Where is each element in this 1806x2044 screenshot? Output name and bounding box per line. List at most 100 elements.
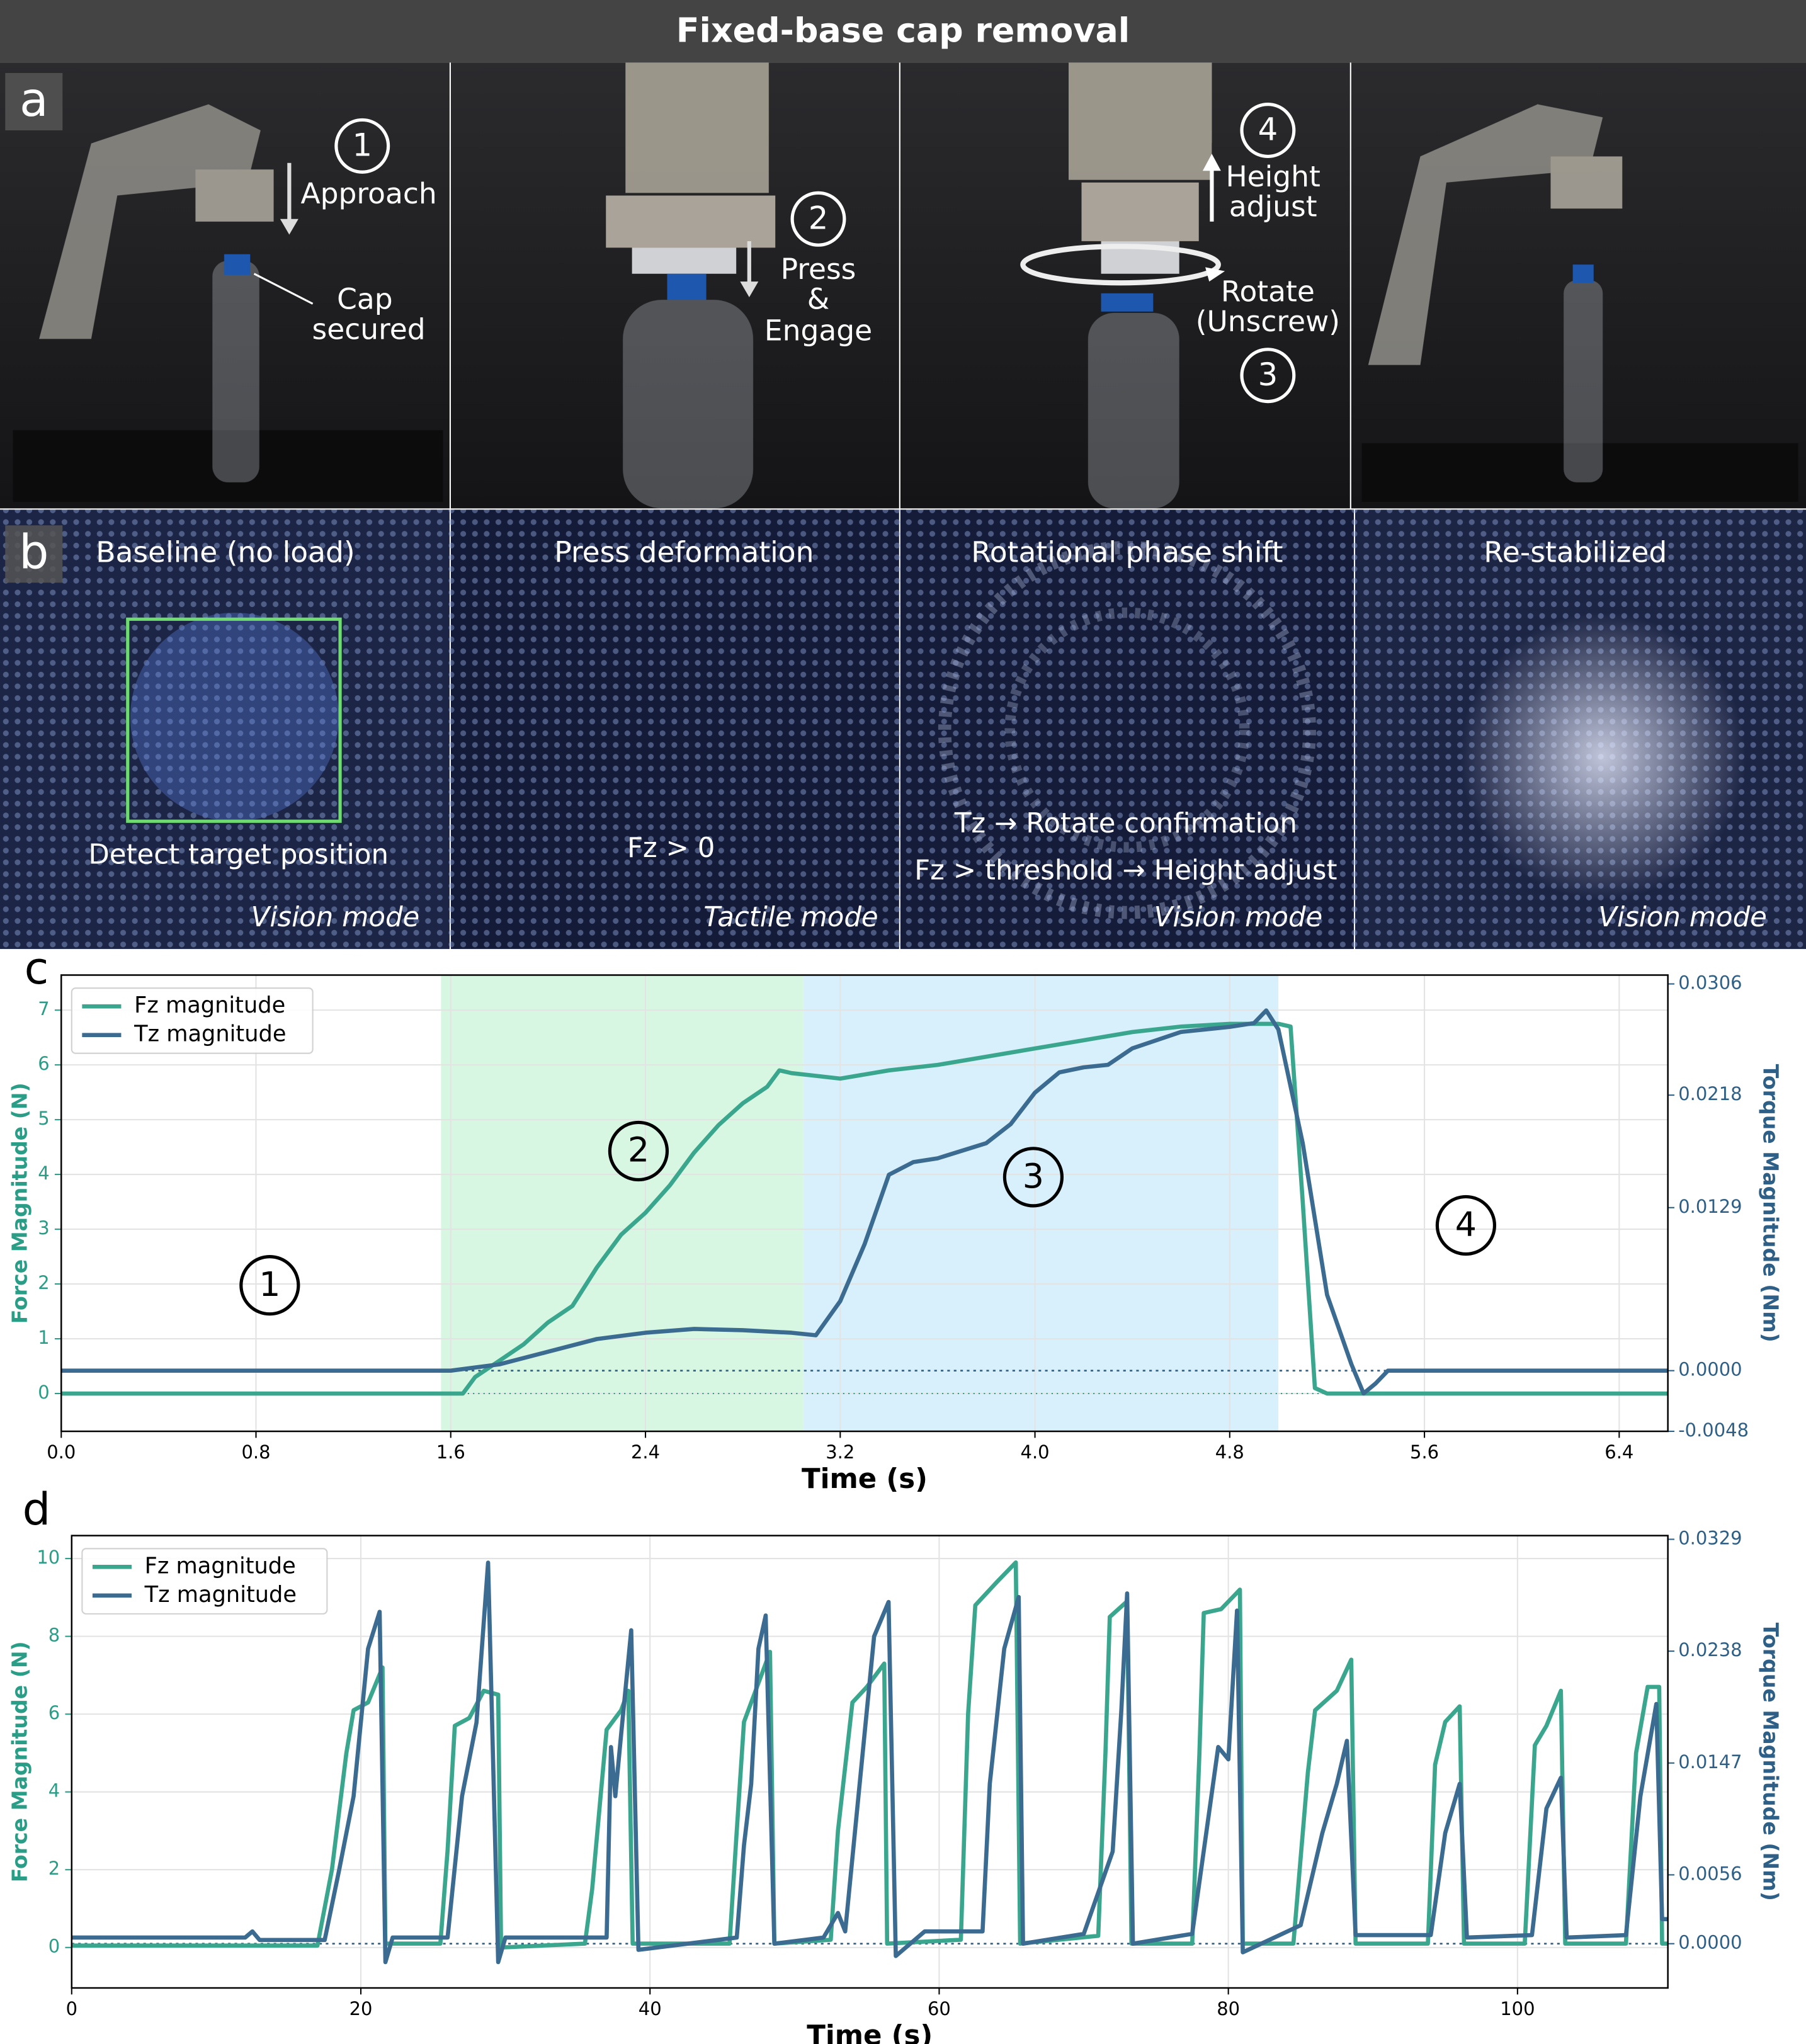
plot-frame bbox=[71, 1535, 1669, 1989]
annotation: 3 bbox=[1023, 1156, 1044, 1196]
legend-box bbox=[81, 1548, 328, 1615]
arrow-head bbox=[1205, 267, 1225, 282]
annotation-circle bbox=[239, 1255, 300, 1316]
y-tick-label: 10 bbox=[37, 1547, 60, 1568]
legend-box bbox=[71, 987, 314, 1054]
mode-label: Tactile mode bbox=[703, 902, 878, 933]
step-number: 2 bbox=[809, 200, 829, 236]
caption: adjust bbox=[1229, 190, 1317, 224]
caption: & bbox=[807, 283, 829, 316]
charts: c 0.0 0.8 1.6 2.4 3.2 4.0 4.8 5.6 6.4 0 1 2 3 4 5 6 7 -0.0… bbox=[8, 943, 1783, 2044]
y-tick-label: 7 bbox=[38, 998, 49, 1019]
data-line bbox=[71, 1560, 1668, 1965]
caption: secured bbox=[312, 312, 426, 346]
step-circle bbox=[1240, 348, 1296, 404]
mode-label: Vision mode bbox=[251, 902, 420, 933]
tile-note: Detect target position bbox=[88, 839, 389, 871]
x-tick-label: 60 bbox=[928, 1998, 951, 2019]
panel-label: d bbox=[23, 1484, 51, 1535]
arrow-head bbox=[280, 219, 298, 235]
phase-span bbox=[441, 975, 804, 1432]
annotation-circle bbox=[1435, 1195, 1497, 1256]
y-tick-label: 4 bbox=[48, 1780, 60, 1802]
annotation-circle bbox=[608, 1120, 669, 1182]
y-tick-label: 3 bbox=[38, 1217, 49, 1239]
y-tick-label: 2 bbox=[48, 1858, 60, 1879]
target-box bbox=[126, 617, 342, 823]
y2-tick-label: 0.0238 bbox=[1678, 1639, 1742, 1661]
x-tick-label: 4.8 bbox=[1215, 1441, 1244, 1463]
x-tick-label: 0.8 bbox=[241, 1441, 270, 1463]
tile-title: Baseline (no load) bbox=[96, 535, 355, 569]
y2-tick-label: 0.0000 bbox=[1678, 1932, 1742, 1953]
caption: Approach bbox=[300, 177, 436, 210]
step-number: 1 bbox=[352, 127, 372, 163]
y2-axis-title: Torque Magnitude (Nm) bbox=[1759, 1623, 1783, 1901]
x-axis-title: Time (s) bbox=[802, 1463, 928, 1495]
panel-label: c bbox=[25, 943, 49, 994]
panel-a: a 1 Approach Cap secured 2 Press & Engag… bbox=[0, 62, 1806, 509]
arrow-head bbox=[740, 281, 759, 297]
x-tick-label: 0.0 bbox=[47, 1441, 76, 1463]
y2-tick-label: 0.0000 bbox=[1678, 1359, 1742, 1380]
y-tick-label: 2 bbox=[38, 1272, 49, 1293]
step-circle bbox=[1240, 103, 1296, 159]
y-tick-label: 0 bbox=[38, 1382, 49, 1403]
x-tick-label: 1.6 bbox=[436, 1441, 465, 1463]
mode-label: Vision mode bbox=[1154, 902, 1323, 933]
y2-tick-label: 0.0129 bbox=[1678, 1196, 1742, 1217]
y-tick-label: 4 bbox=[38, 1162, 49, 1184]
data-line bbox=[61, 1008, 1668, 1396]
y-axis-title: Force Magnitude (N) bbox=[8, 1641, 32, 1882]
annotation: 4 bbox=[1455, 1205, 1477, 1244]
x-tick-label: 2.4 bbox=[631, 1441, 660, 1463]
tile-note: Tz → Rotate confirmation bbox=[954, 808, 1297, 839]
legend-label: Fz magnitude bbox=[145, 1553, 296, 1579]
tile-note: Fz > 0 bbox=[627, 832, 715, 864]
y-axis-title: Force Magnitude (N) bbox=[8, 1082, 32, 1324]
tile-title: Re-stabilized bbox=[1484, 535, 1667, 569]
y2-tick-label: 0.0218 bbox=[1678, 1083, 1742, 1104]
y2-tick-label: 0.0056 bbox=[1678, 1863, 1742, 1884]
legend-label: Tz magnitude bbox=[144, 1582, 297, 1608]
x-tick-label: 80 bbox=[1217, 1998, 1240, 2019]
y2-tick-label: 0.0147 bbox=[1678, 1751, 1742, 1773]
legend-label: Fz magnitude bbox=[134, 992, 285, 1018]
y2-tick-label: 0.0329 bbox=[1678, 1527, 1742, 1548]
legend-label: Tz magnitude bbox=[133, 1021, 286, 1047]
annotation-circle bbox=[1002, 1147, 1064, 1208]
mode-label: Vision mode bbox=[1598, 902, 1767, 933]
y-tick-label: 5 bbox=[38, 1108, 49, 1129]
step-circle bbox=[334, 118, 390, 174]
step-circle bbox=[790, 191, 846, 247]
panel-label: a bbox=[20, 72, 48, 127]
figure-title: Fixed-base cap removal bbox=[676, 10, 1130, 50]
y-tick-label: 1 bbox=[38, 1327, 49, 1348]
data-line bbox=[71, 1560, 1668, 1950]
annotation: 1 bbox=[259, 1264, 280, 1304]
x-tick-label: 100 bbox=[1500, 1998, 1535, 2019]
x-tick-label: 0 bbox=[66, 1998, 77, 2019]
tile-title: Press deformation bbox=[554, 535, 814, 569]
step-number: 4 bbox=[1258, 111, 1278, 148]
panel-label-box bbox=[5, 72, 63, 131]
step-number: 3 bbox=[1258, 356, 1278, 393]
annotation: 2 bbox=[628, 1130, 649, 1170]
y-tick-label: 0 bbox=[48, 1936, 60, 1957]
caption: Cap bbox=[337, 283, 393, 316]
y2-tick-label: 0.0306 bbox=[1678, 972, 1742, 994]
y-tick-label: 6 bbox=[38, 1053, 49, 1074]
pointer bbox=[253, 273, 314, 305]
y2-axis-title: Torque Magnitude (Nm) bbox=[1759, 1064, 1783, 1343]
x-tick-label: 3.2 bbox=[826, 1441, 855, 1463]
tile-title: Rotational phase shift bbox=[971, 535, 1283, 569]
caption: Rotate bbox=[1221, 275, 1315, 308]
x-tick-label: 6.4 bbox=[1604, 1441, 1633, 1463]
tile-note: Fz > threshold → Height adjust bbox=[914, 855, 1337, 886]
caption: Press bbox=[781, 253, 856, 286]
x-axis-title: Time (s) bbox=[807, 2020, 933, 2044]
scene bbox=[13, 62, 1798, 509]
caption: (Unscrew) bbox=[1196, 305, 1340, 338]
caption: Engage bbox=[764, 314, 872, 347]
y2-tick-label: -0.0048 bbox=[1678, 1419, 1749, 1441]
